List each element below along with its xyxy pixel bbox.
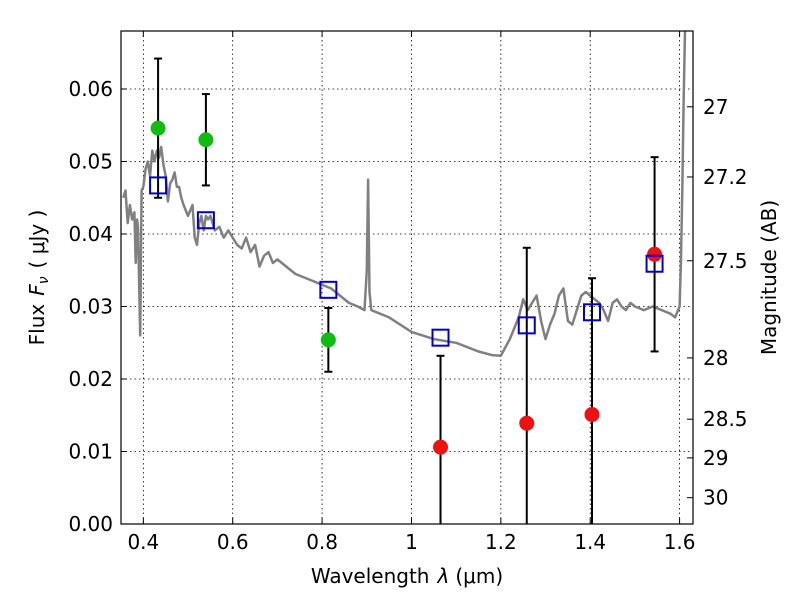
x-tick-label: 1.2 (485, 530, 517, 554)
y-axis-label-text: Flux (25, 304, 49, 346)
right-tick-label: 27.5 (703, 249, 748, 273)
y-axis-label-subscript: ν (36, 276, 52, 284)
x-tick-label: 0.8 (306, 530, 338, 554)
x-tick-label: 1.6 (664, 530, 696, 554)
ticks (121, 31, 693, 525)
error-bars (154, 57, 659, 524)
y-tick-label: 0.01 (68, 440, 113, 464)
x-tick-label: 1.4 (574, 530, 606, 554)
x-axis-label-unit: (μm) (455, 564, 503, 588)
model-square-point (196, 211, 215, 230)
red-data-point (433, 439, 449, 455)
red-data-point (519, 415, 535, 431)
x-axis-label: Wavelength λ (μm) (311, 564, 503, 588)
y-tick-label: 0.04 (68, 222, 113, 246)
model-square-point (645, 254, 664, 273)
y-tick-label: 0.03 (68, 295, 113, 319)
green-data-point (320, 332, 336, 348)
model-square-point (149, 176, 168, 195)
right-tick-label: 27 (703, 95, 728, 119)
tick-labels: 0.4 0.6 0.8 1 1.2 1.4 1.6 0.00 0.01 0.02 0.03 0.04 0… (68, 77, 747, 554)
x-axis-label-symbol: λ (437, 564, 450, 588)
right-tick-label: 29 (703, 446, 728, 470)
right-axis-label: Magnitude (AB) (757, 200, 781, 355)
right-tick-label: 27.2 (703, 165, 748, 189)
y-tick-label: 0.02 (68, 367, 113, 391)
green-data-point (198, 132, 214, 148)
data-points (150, 120, 663, 455)
right-tick-label: 30 (703, 486, 728, 510)
model-square-point (517, 316, 536, 335)
y-axis-label-symbol: F (25, 284, 49, 296)
model-points (149, 176, 664, 347)
x-tick-label: 1 (405, 530, 418, 554)
y-axis-label: Flux Fν ( μJy ) (25, 210, 52, 346)
y-tick-label: 0.05 (68, 150, 113, 174)
y-tick-label: 0.00 (68, 512, 113, 536)
red-data-point (584, 407, 600, 423)
right-tick-label: 28.5 (703, 407, 748, 431)
model-square-point (431, 328, 450, 347)
model-square-point (583, 303, 602, 322)
right-tick-label: 28 (703, 346, 728, 370)
grid (121, 31, 693, 525)
x-tick-label: 0.4 (127, 530, 159, 554)
plot-frame (120, 30, 694, 525)
green-data-point (150, 120, 166, 136)
y-tick-label: 0.06 (68, 77, 113, 101)
x-axis-label-text: Wavelength (311, 564, 430, 588)
y-axis-label-unit: ( μJy ) (25, 210, 49, 269)
red-data-point (647, 246, 663, 262)
model-square-point (319, 280, 338, 299)
x-tick-label: 0.6 (217, 530, 249, 554)
